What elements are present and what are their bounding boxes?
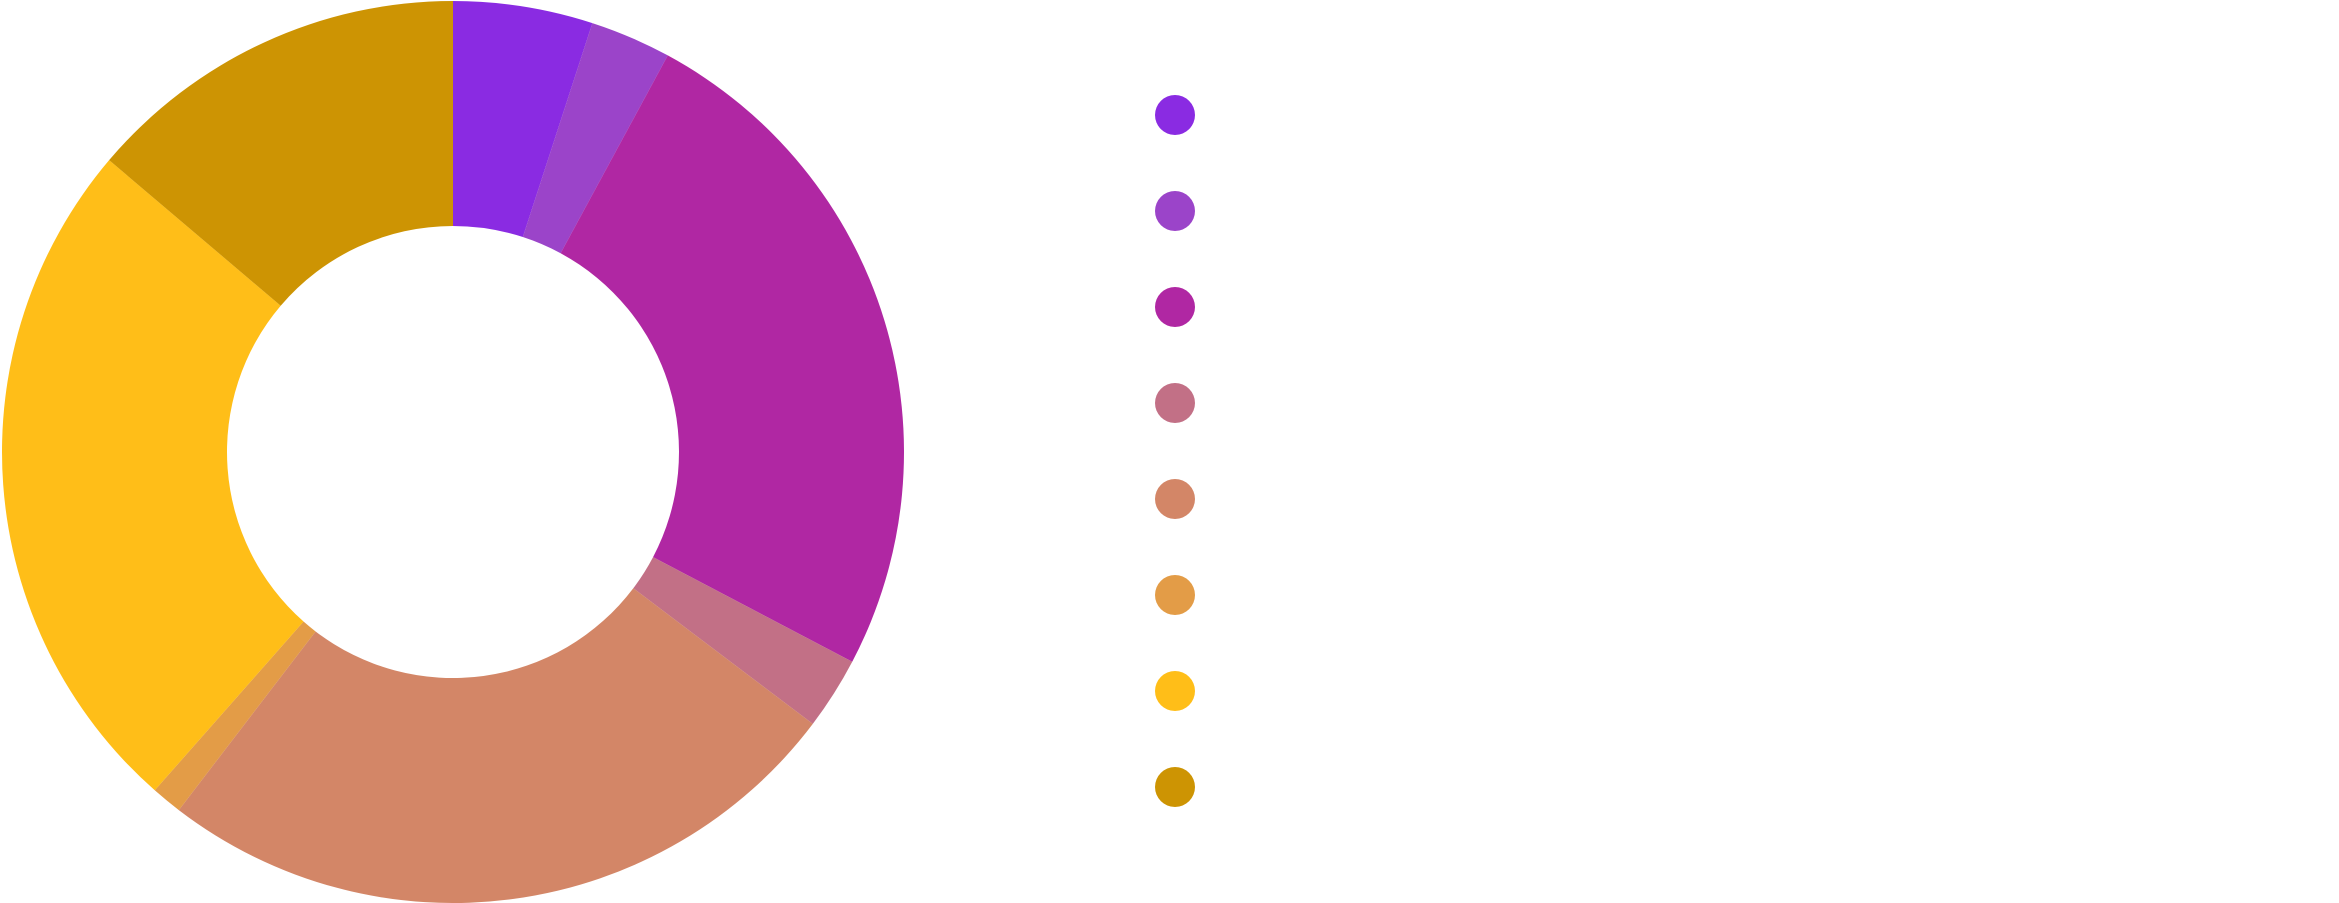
legend-item-6 — [1155, 575, 1755, 671]
legend — [1155, 95, 1755, 863]
legend-swatch-3 — [1155, 287, 1195, 327]
legend-item-3 — [1155, 287, 1755, 383]
legend-item-1 — [1155, 95, 1755, 191]
legend-item-8 — [1155, 767, 1755, 863]
donut-slice-8 — [109, 1, 453, 306]
donut-slice-7 — [1, 160, 304, 791]
donut-slice-5 — [178, 588, 813, 903]
donut-slice-1 — [453, 1, 593, 238]
legend-swatch-6 — [1155, 575, 1195, 615]
legend-swatch-4 — [1155, 383, 1195, 423]
legend-swatch-7 — [1155, 671, 1195, 711]
legend-swatch-1 — [1155, 95, 1195, 135]
legend-swatch-5 — [1155, 479, 1195, 519]
donut-slice-2 — [522, 23, 668, 254]
donut-slice-6 — [154, 621, 316, 811]
donut-slice-4 — [633, 557, 853, 724]
legend-item-7 — [1155, 671, 1755, 767]
donut-plot — [1, 1, 904, 903]
donut-slice-3 — [560, 55, 904, 662]
legend-swatch-8 — [1155, 767, 1195, 807]
legend-item-2 — [1155, 191, 1755, 287]
legend-item-4 — [1155, 383, 1755, 479]
legend-item-5 — [1155, 479, 1755, 575]
legend-swatch-2 — [1155, 191, 1195, 231]
